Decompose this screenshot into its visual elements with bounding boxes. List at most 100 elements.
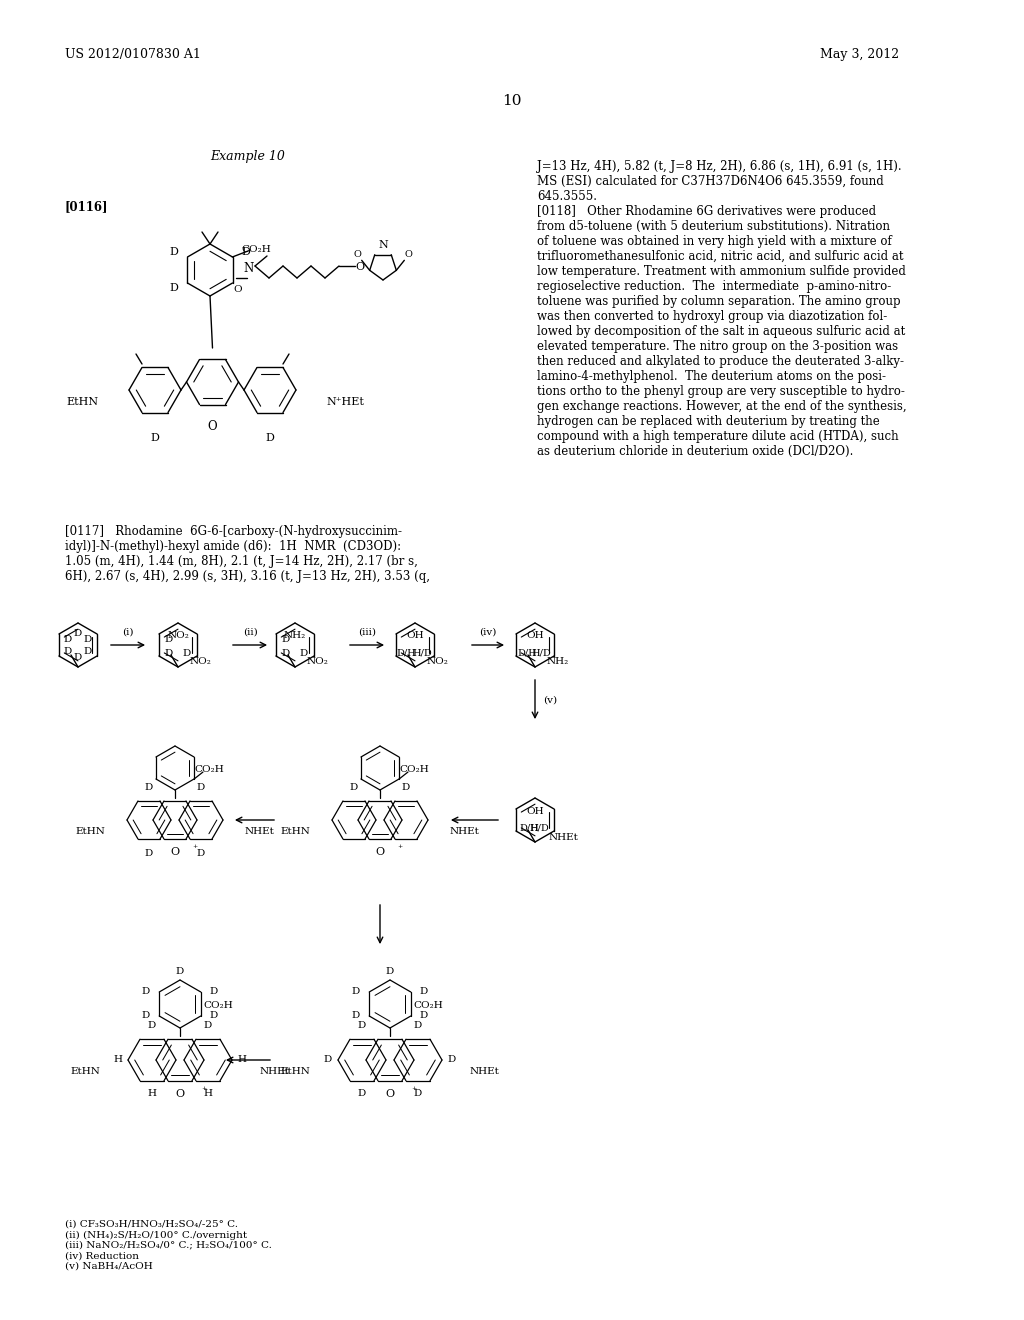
Text: D: D [144,850,154,858]
Text: D: D [414,1022,422,1031]
Text: D: D [165,635,173,644]
Text: D/H: D/H [396,648,416,657]
Text: D: D [352,987,360,997]
Text: D: D [197,850,205,858]
Text: D: D [165,648,173,657]
Text: D: D [401,784,411,792]
Text: H: H [238,1056,247,1064]
Text: NHEt: NHEt [260,1068,290,1077]
Text: [0118]   Other Rhodamine 6G derivatives were produced
from d5-toluene (with 5 de: [0118] Other Rhodamine 6G derivatives we… [537,205,906,458]
Text: N: N [244,261,254,275]
Text: J=13 Hz, 4H), 5.82 (t, J=8 Hz, 2H), 6.86 (s, 1H), 6.91 (s, 1H).
MS (ESI) calcula: J=13 Hz, 4H), 5.82 (t, J=8 Hz, 2H), 6.86… [537,160,901,203]
Text: O: O [170,847,179,857]
Text: D: D [386,966,394,975]
Text: (iii): (iii) [358,627,376,636]
Text: D: D [282,648,290,657]
Text: ⁺: ⁺ [193,843,198,853]
Text: N⁺HEt: N⁺HEt [326,397,364,407]
Text: N: N [378,240,388,249]
Text: H: H [147,1089,157,1098]
Text: NHEt: NHEt [470,1068,500,1077]
Text: O: O [355,261,365,272]
Text: 10: 10 [502,94,522,108]
Text: OH: OH [526,631,544,640]
Text: (ii): (ii) [243,627,257,636]
Text: D: D [210,987,218,997]
Text: (i): (i) [122,627,134,636]
Text: H/D: H/D [413,648,432,657]
Text: D: D [142,987,151,997]
Text: NH₂: NH₂ [284,631,306,640]
Text: D: D [265,433,274,444]
Text: ⁺: ⁺ [397,843,402,853]
Text: D: D [300,648,308,657]
Text: D: D [170,247,178,257]
Text: O: O [404,249,413,259]
Text: (v): (v) [543,696,557,705]
Text: D: D [144,784,154,792]
Text: EtHN: EtHN [75,828,105,837]
Text: D/H: D/H [519,824,539,833]
Text: OH: OH [526,807,544,816]
Text: O: O [376,847,385,857]
Text: NO₂: NO₂ [426,657,447,667]
Text: NO₂: NO₂ [189,657,211,667]
Text: NHEt: NHEt [450,828,480,837]
Text: H: H [114,1056,123,1064]
Text: EtHN: EtHN [281,828,310,837]
Text: O: O [233,285,243,293]
Text: D: D [84,635,92,644]
Text: D: D [352,1011,360,1020]
Text: EtHN: EtHN [281,1068,310,1077]
Text: [0116]: [0116] [65,201,109,213]
Text: EtHN: EtHN [70,1068,100,1077]
Text: NH₂: NH₂ [547,657,569,667]
Text: D: D [74,628,82,638]
Text: CO₂H: CO₂H [203,1002,232,1011]
Text: D: D [170,282,178,293]
Text: D: D [84,647,92,656]
Text: CO₂H: CO₂H [195,766,224,775]
Text: O: O [175,1089,184,1100]
Text: ⁺: ⁺ [202,1085,207,1094]
Text: D: D [176,966,184,975]
Text: D: D [350,784,358,792]
Text: May 3, 2012: May 3, 2012 [820,48,899,61]
Text: D: D [142,1011,151,1020]
Text: D: D [63,635,72,644]
Text: D: D [357,1022,367,1031]
Text: D: D [204,1022,212,1031]
Text: D: D [210,1011,218,1020]
Text: CO₂H: CO₂H [399,766,429,775]
Text: H/D: H/D [529,824,549,833]
Text: H/D: H/D [531,648,551,657]
Text: NHEt: NHEt [548,833,578,842]
Text: O: O [353,249,361,259]
Text: D: D [151,433,160,444]
Text: ⁺: ⁺ [412,1085,417,1094]
Text: D: D [324,1056,332,1064]
Text: D: D [282,635,290,644]
Text: O: O [385,1089,394,1100]
Text: H: H [204,1089,213,1098]
Text: CO₂H: CO₂H [413,1002,442,1011]
Text: NO₂: NO₂ [167,631,189,640]
Text: NHEt: NHEt [245,828,274,837]
Text: D/H: D/H [517,648,537,657]
Text: CO₂H: CO₂H [241,244,271,253]
Text: D: D [242,247,251,257]
Text: Example 10: Example 10 [211,150,286,162]
Text: D: D [420,987,428,997]
Text: D: D [447,1056,456,1064]
Text: D: D [420,1011,428,1020]
Text: D: D [357,1089,367,1098]
Text: OH: OH [407,631,424,640]
Text: (iv): (iv) [479,627,497,636]
Text: (i) CF₃SO₃H/HNO₃/H₂SO₄/-25° C.
(ii) (NH₄)₂S/H₂O/100° C./overnight
(iii) NaNO₂/H₂: (i) CF₃SO₃H/HNO₃/H₂SO₄/-25° C. (ii) (NH₄… [65,1220,272,1271]
Text: D: D [147,1022,156,1031]
Text: O: O [208,420,217,433]
Text: D: D [414,1089,422,1098]
Text: D: D [197,784,205,792]
Text: D: D [63,647,72,656]
Text: NO₂: NO₂ [306,657,328,667]
